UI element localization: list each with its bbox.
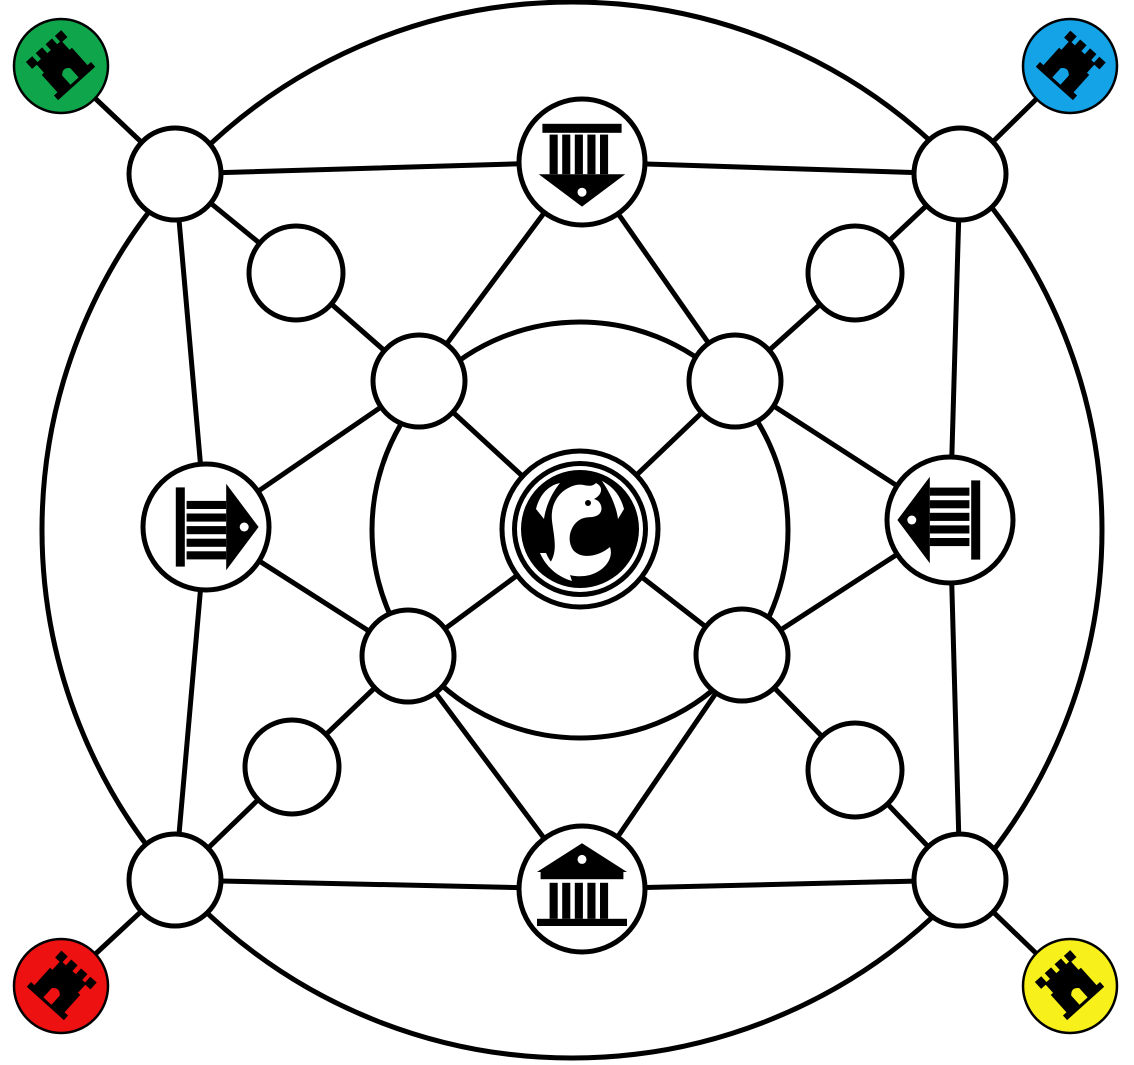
space-diagonal-nw[interactable] — [246, 223, 346, 323]
castle-red[interactable] — [12, 937, 110, 1035]
space-diagonal-se[interactable] — [805, 720, 905, 820]
space-inner-sw[interactable] — [359, 607, 457, 705]
inner-ring — [369, 319, 791, 741]
space-corner-ne[interactable] — [911, 125, 1009, 223]
space-diagonal-ne[interactable] — [805, 223, 905, 323]
temple-icon — [897, 476, 981, 564]
space-inner-ne[interactable] — [686, 332, 784, 430]
space-corner-sw[interactable] — [126, 831, 224, 929]
temple-icon — [175, 483, 259, 571]
space-inner-se[interactable] — [693, 606, 791, 704]
center-dragon-space[interactable] — [499, 448, 661, 610]
space-corner-nw[interactable] — [126, 125, 224, 223]
temple-west[interactable] — [140, 461, 272, 593]
space-corner-se[interactable] — [911, 831, 1009, 929]
temple-north[interactable] — [516, 96, 648, 228]
space-diagonal-sw[interactable] — [242, 717, 342, 817]
castle-blue[interactable] — [1021, 17, 1119, 115]
temple-icon — [537, 843, 627, 926]
board-spaces — [126, 125, 1009, 929]
temple-icon — [538, 123, 626, 207]
castle-yellow[interactable] — [1021, 937, 1119, 1035]
dragon-icon — [536, 481, 624, 581]
temple-south[interactable] — [516, 823, 648, 955]
temple-east[interactable] — [884, 454, 1016, 586]
outer-ring — [39, 0, 1105, 1061]
castle-green[interactable] — [12, 17, 110, 115]
space-inner-nw[interactable] — [370, 332, 468, 430]
